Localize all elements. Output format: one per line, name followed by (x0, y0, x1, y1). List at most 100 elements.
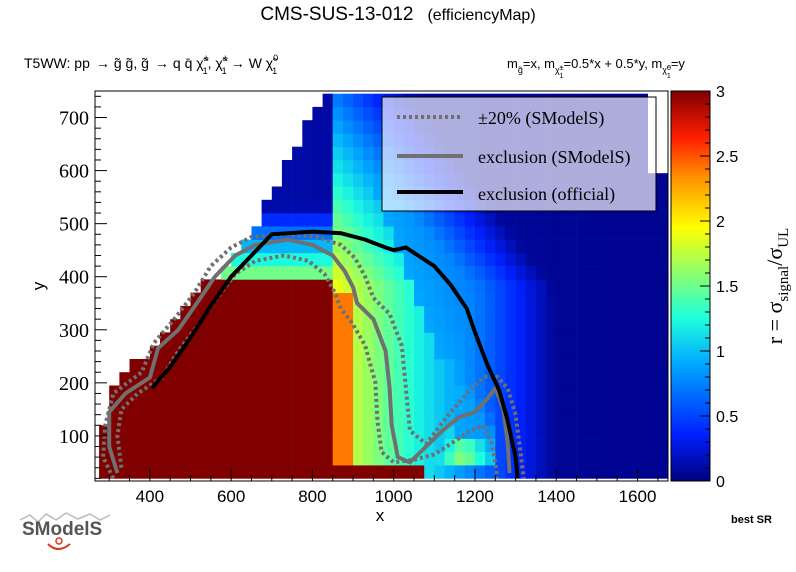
heatmap-cell (312, 385, 323, 400)
heatmap-cell (485, 372, 496, 386)
heatmap-cell (170, 451, 181, 466)
heatmap-cell (576, 425, 588, 439)
heatmap-cell (342, 372, 354, 386)
heatmap-cell (332, 372, 344, 386)
heatmap-cell (414, 425, 425, 439)
heatmap-cell (525, 465, 537, 479)
heatmap-cell (657, 239, 669, 254)
heatmap-cell (535, 226, 547, 240)
heatmap-cell (210, 451, 222, 466)
heatmap-cell (221, 292, 232, 307)
heatmap-cell (464, 451, 476, 466)
heatmap-cell (485, 465, 496, 479)
heatmap-cell (607, 398, 618, 413)
heatmap-cell (271, 438, 283, 453)
smodels-logo: SModelS (19, 512, 111, 550)
heatmap-cell (617, 226, 628, 240)
heatmap-cell (292, 451, 303, 466)
heatmap-cell (342, 425, 354, 439)
heatmap-cell (515, 438, 527, 453)
heatmap-cell (170, 425, 181, 439)
heatmap-cell (231, 279, 242, 293)
heatmap-cell (373, 146, 384, 161)
heatmap-cell (342, 266, 354, 280)
heatmap-cell (271, 199, 283, 214)
heatmap-cell (485, 213, 496, 227)
heatmap-cell (261, 451, 273, 466)
heatmap-cell (647, 372, 659, 386)
heatmap-cell (342, 451, 354, 466)
heatmap-cell (373, 186, 384, 201)
heatmap-cell (525, 345, 537, 360)
heatmap-cell (576, 319, 588, 333)
heatmap-cell (292, 412, 303, 426)
heatmap-cell (454, 385, 466, 400)
heatmap-cell (627, 425, 638, 439)
heatmap-cell (414, 319, 425, 333)
heatmap-cell (241, 465, 252, 479)
heatmap-cell (322, 120, 334, 134)
heatmap-cell (535, 385, 547, 400)
heatmap-cell (251, 438, 262, 453)
heatmap-cell (271, 239, 283, 254)
heatmap-cell (414, 213, 425, 227)
heatmap-cell (586, 226, 598, 240)
heatmap-cell (221, 385, 232, 400)
heatmap-cell (637, 451, 648, 466)
heatmap-cell (444, 425, 455, 439)
heatmap-cell (180, 438, 191, 453)
heatmap-cell (475, 319, 486, 333)
heatmap-cell (160, 345, 171, 360)
heatmap-cell (403, 279, 415, 293)
heatmap-cell (261, 359, 273, 373)
heatmap-cell (647, 385, 659, 400)
heatmap-cell (210, 385, 222, 400)
heatmap-cell (261, 239, 273, 254)
heatmap-cell (281, 345, 293, 360)
heatmap-cell (434, 372, 445, 386)
heatmap-cell (535, 359, 547, 373)
heatmap-cell (312, 372, 323, 386)
heatmap-cell (657, 305, 669, 320)
heatmap-cell (322, 372, 334, 386)
heatmap-cell (353, 398, 364, 413)
heatmap-cell (637, 465, 648, 479)
heatmap-cell (657, 372, 669, 386)
heatmap-cell (312, 425, 323, 439)
heatmap-cell (617, 252, 628, 267)
heatmap-cell (353, 292, 364, 307)
heatmap-cell (302, 266, 313, 280)
y-tick-label: 200 (59, 373, 89, 395)
heatmap-cell (444, 319, 455, 333)
heatmap-cell (241, 425, 252, 439)
heatmap-cell (393, 239, 405, 254)
heatmap-cell (464, 292, 476, 307)
heatmap-cell (332, 332, 344, 346)
heatmap-cell (454, 425, 466, 439)
heatmap-cell (322, 239, 334, 254)
heatmap-cell (454, 345, 466, 360)
heatmap-cell (129, 465, 140, 479)
heatmap-cell (271, 319, 283, 333)
heatmap-cell (464, 266, 476, 280)
heatmap-cell (312, 279, 323, 293)
heatmap-cell (637, 226, 648, 240)
heatmap-cell (525, 438, 537, 453)
heatmap-cell (444, 239, 455, 254)
heatmap-cell (231, 451, 242, 466)
heatmap-cell (190, 451, 201, 466)
heatmap-cell (424, 372, 435, 386)
heatmap-cell (342, 305, 354, 320)
heatmap-cell (332, 385, 344, 400)
heatmap-cell (607, 279, 618, 293)
heatmap-cell (312, 319, 323, 333)
heatmap-cell (281, 213, 293, 227)
y-tick-label: 600 (59, 161, 89, 183)
heatmap-cell (607, 451, 618, 466)
heatmap-cell (485, 438, 496, 453)
heatmap-cell (210, 465, 222, 479)
heatmap-cell (657, 412, 669, 426)
heatmap-cell (353, 213, 364, 227)
heatmap-cell (373, 213, 384, 227)
heatmap-cell (414, 438, 425, 453)
